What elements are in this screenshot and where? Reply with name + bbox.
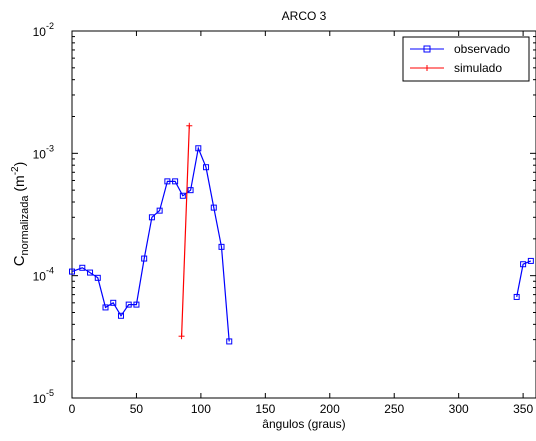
data-point-observado: [133, 301, 140, 308]
y-axis-label-unit-sup: -2: [10, 166, 21, 175]
y-tick-exponent: -5: [46, 388, 54, 398]
data-point-observado: [187, 187, 194, 194]
y-axis-label-base: C: [11, 255, 28, 266]
data-point-observado: [69, 268, 75, 275]
data-point-observado: [125, 301, 132, 308]
x-axis: 0 50 100 150 200 250 300 350: [69, 31, 533, 416]
y-tick-exponent: -4: [46, 266, 54, 276]
y-tick-base: 10: [33, 25, 47, 39]
y-tick-exponent: -3: [46, 143, 54, 153]
y-tick-label: 10-5: [33, 388, 54, 406]
plot-area: [71, 30, 536, 399]
data-point-observado: [164, 178, 171, 185]
y-tick-base: 10: [33, 147, 47, 161]
data-point-observado: [141, 255, 148, 262]
x-tick-label: 50: [130, 402, 144, 416]
data-point-observado: [172, 178, 179, 185]
series-layer: [69, 122, 534, 345]
chart-title: ARCO 3: [282, 9, 327, 23]
y-tick-exponent: -2: [46, 21, 54, 31]
data-point-observado: [79, 264, 86, 271]
data-point-observado: [94, 274, 101, 281]
x-tick-label: 300: [449, 402, 469, 416]
data-point-observado: [156, 207, 163, 214]
y-tick-label: 10-3: [33, 143, 54, 161]
legend-box: [402, 36, 530, 82]
data-point-observado: [102, 304, 109, 311]
y-axis-label-unit-close: ): [11, 162, 27, 167]
x-tick-label: 350: [513, 402, 533, 416]
legend: observado simulado: [402, 36, 530, 82]
legend-observado-label: observado: [454, 42, 510, 56]
y-tick-base: 10: [33, 270, 47, 284]
y-axis-label-sub: normalizada: [19, 195, 31, 256]
data-point-observado: [203, 164, 210, 171]
series-line-observado: [71, 146, 230, 342]
x-axis-label: ângulos (graus): [262, 417, 345, 431]
x-tick-label: 0: [69, 402, 76, 416]
data-point-observado: [527, 257, 534, 264]
data-point-simulado: [178, 333, 185, 340]
y-tick-label: 10-4: [33, 266, 54, 284]
data-point-observado: [513, 293, 520, 300]
data-point-observado: [87, 269, 94, 276]
legend-simulado-label: simulado: [454, 61, 502, 75]
data-point-observado: [520, 261, 527, 268]
data-point-observado: [210, 204, 217, 211]
data-point-observado: [195, 145, 202, 152]
x-tick-label: 100: [191, 402, 211, 416]
data-point-observado: [110, 299, 117, 306]
y-axis: 10-510-410-310-2: [33, 21, 536, 406]
x-tick-label: 150: [255, 402, 275, 416]
y-axis-label: Cnormalizada (m-2): [10, 162, 31, 267]
data-point-observado: [148, 214, 155, 221]
series-line-simulado: [181, 125, 190, 337]
y-tick-label: 10-2: [33, 21, 54, 39]
data-point-observado: [226, 338, 233, 345]
y-tick-base: 10: [33, 392, 47, 406]
x-tick-label: 250: [384, 402, 404, 416]
data-point-observado: [117, 312, 124, 319]
data-point-simulado: [186, 122, 193, 129]
legend-observado-marker: [423, 45, 431, 53]
x-tick-label: 200: [320, 402, 340, 416]
data-point-observado: [218, 243, 225, 250]
y-axis-label-unit-open: (m: [11, 175, 27, 195]
data-point-observado: [179, 192, 186, 199]
